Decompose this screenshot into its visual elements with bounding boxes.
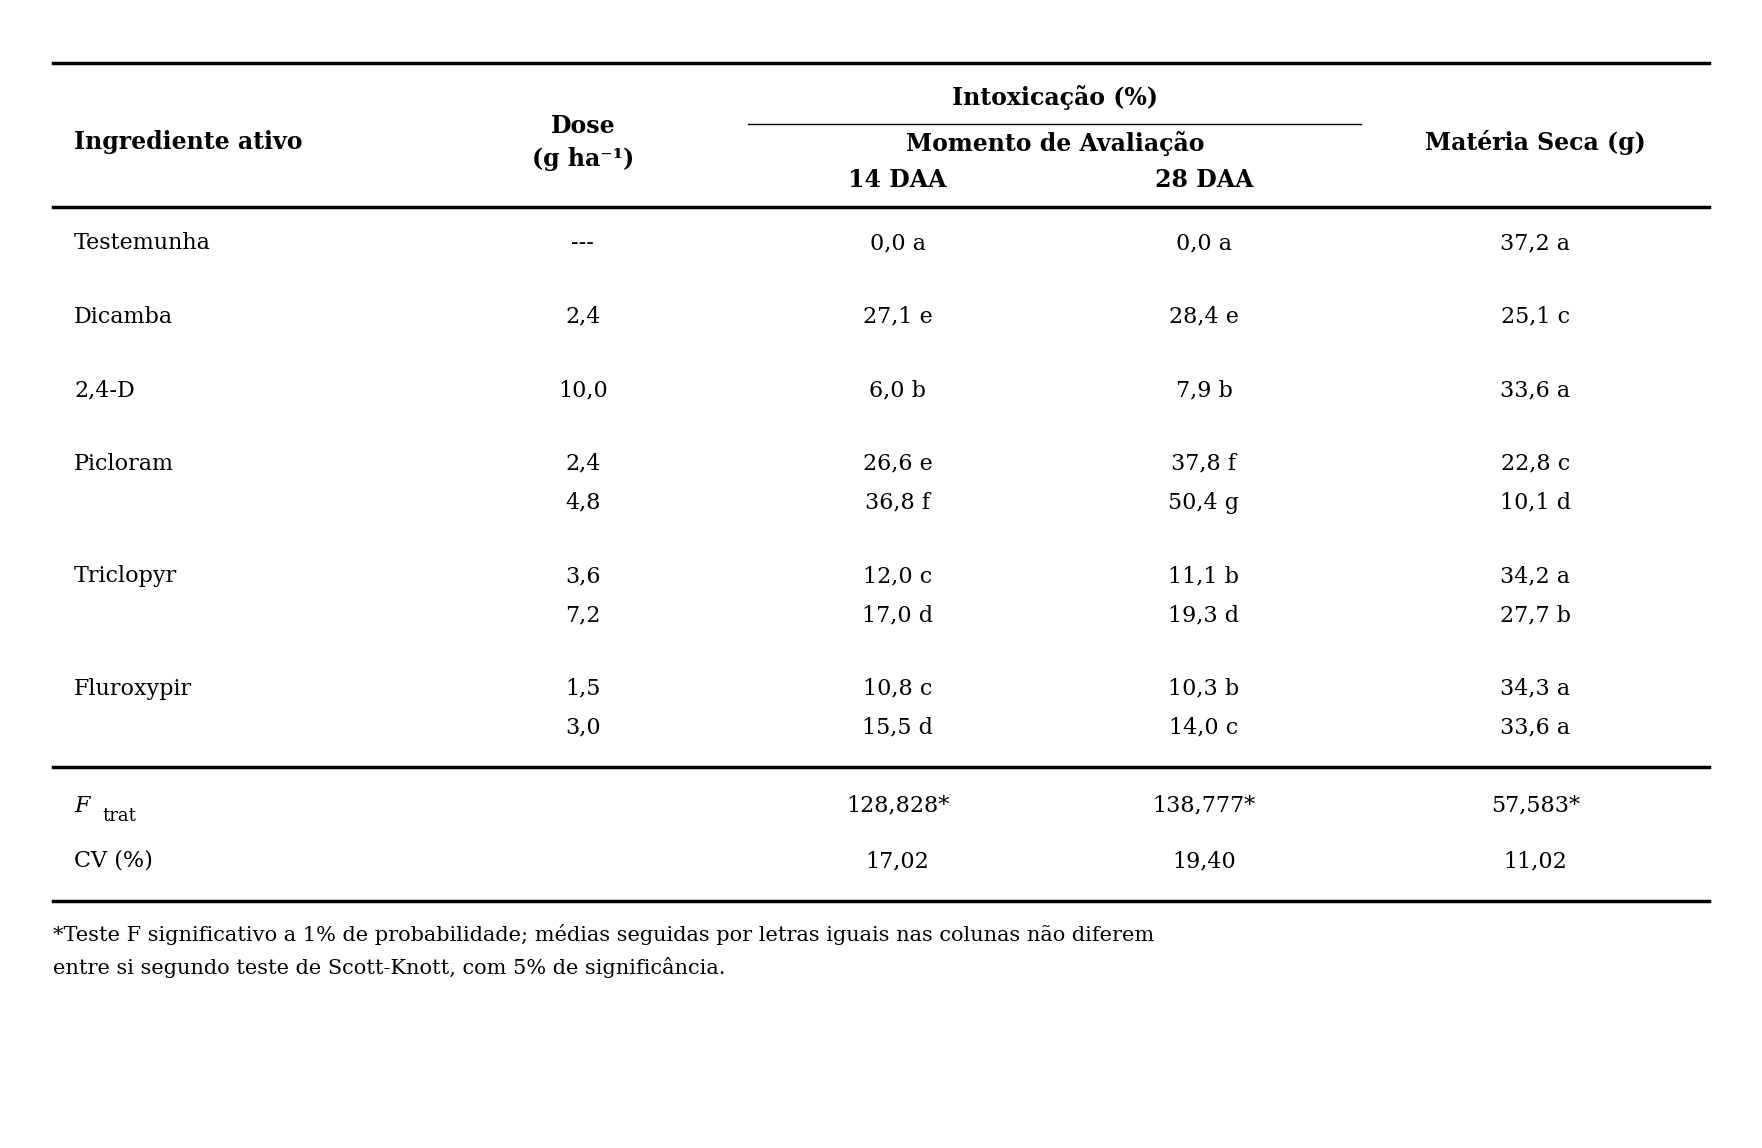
Text: 37,8 f: 37,8 f [1172, 452, 1237, 475]
Text: 27,7 b: 27,7 b [1499, 604, 1570, 627]
Text: ---: --- [571, 232, 594, 255]
Text: 6,0 b: 6,0 b [869, 379, 927, 402]
Text: 10,1 d: 10,1 d [1499, 491, 1570, 514]
Text: 17,0 d: 17,0 d [862, 604, 934, 627]
Text: 28,4 e: 28,4 e [1168, 305, 1239, 328]
Text: 22,8 c: 22,8 c [1501, 452, 1570, 475]
Text: Triclopyr: Triclopyr [74, 565, 178, 588]
Text: 2,4: 2,4 [566, 452, 601, 475]
Text: Testemunha: Testemunha [74, 232, 211, 255]
Text: *Teste F significativo a 1% de probabilidade; médias seguidas por letras iguais : *Teste F significativo a 1% de probabili… [53, 924, 1154, 978]
Text: 17,02: 17,02 [865, 850, 929, 872]
Text: 34,2 a: 34,2 a [1499, 565, 1570, 588]
Text: 33,6 a: 33,6 a [1499, 716, 1570, 739]
Text: 0,0 a: 0,0 a [870, 232, 925, 255]
Text: Intoxicação (%): Intoxicação (%) [951, 85, 1158, 110]
Text: CV (%): CV (%) [74, 850, 153, 872]
Text: 3,6: 3,6 [566, 565, 601, 588]
Text: 7,9 b: 7,9 b [1175, 379, 1232, 402]
Text: 19,40: 19,40 [1172, 850, 1235, 872]
Text: 10,0: 10,0 [559, 379, 608, 402]
Text: 50,4 g: 50,4 g [1168, 491, 1239, 514]
Text: 2,4-D: 2,4-D [74, 379, 134, 402]
Text: 0,0 a: 0,0 a [1175, 232, 1232, 255]
Text: 27,1 e: 27,1 e [863, 305, 932, 328]
Text: Picloram: Picloram [74, 452, 174, 475]
Text: 25,1 c: 25,1 c [1501, 305, 1570, 328]
Text: 11,1 b: 11,1 b [1168, 565, 1239, 588]
Text: 138,777*: 138,777* [1152, 794, 1256, 817]
Text: 2,4: 2,4 [566, 305, 601, 328]
Text: 34,3 a: 34,3 a [1499, 677, 1570, 700]
Text: 28 DAA: 28 DAA [1154, 169, 1253, 192]
Text: 15,5 d: 15,5 d [862, 716, 934, 739]
Text: Matéria Seca (g): Matéria Seca (g) [1425, 130, 1646, 155]
Text: 37,2 a: 37,2 a [1499, 232, 1570, 255]
Text: 14,0 c: 14,0 c [1170, 716, 1239, 739]
Text: 1,5: 1,5 [566, 677, 601, 700]
Text: 33,6 a: 33,6 a [1499, 379, 1570, 402]
Text: Dicamba: Dicamba [74, 305, 173, 328]
Text: 57,583*: 57,583* [1491, 794, 1581, 817]
Text: 36,8 f: 36,8 f [865, 491, 930, 514]
Text: 14 DAA: 14 DAA [848, 169, 946, 192]
Text: 26,6 e: 26,6 e [863, 452, 932, 475]
Text: Ingrediente ativo: Ingrediente ativo [74, 131, 303, 154]
Text: Momento de Avaliação: Momento de Avaliação [906, 131, 1203, 156]
Text: 11,02: 11,02 [1503, 850, 1566, 872]
Text: 4,8: 4,8 [566, 491, 601, 514]
Text: 10,8 c: 10,8 c [863, 677, 932, 700]
Text: 3,0: 3,0 [566, 716, 601, 739]
Text: 19,3 d: 19,3 d [1168, 604, 1239, 627]
Text: F: F [74, 794, 90, 817]
Text: 10,3 b: 10,3 b [1168, 677, 1240, 700]
Text: Dose
(g ha⁻¹): Dose (g ha⁻¹) [532, 114, 634, 171]
Text: trat: trat [102, 807, 136, 825]
Text: 12,0 c: 12,0 c [863, 565, 932, 588]
Text: Fluroxypir: Fluroxypir [74, 677, 192, 700]
Text: 128,828*: 128,828* [846, 794, 950, 817]
Text: 7,2: 7,2 [566, 604, 601, 627]
